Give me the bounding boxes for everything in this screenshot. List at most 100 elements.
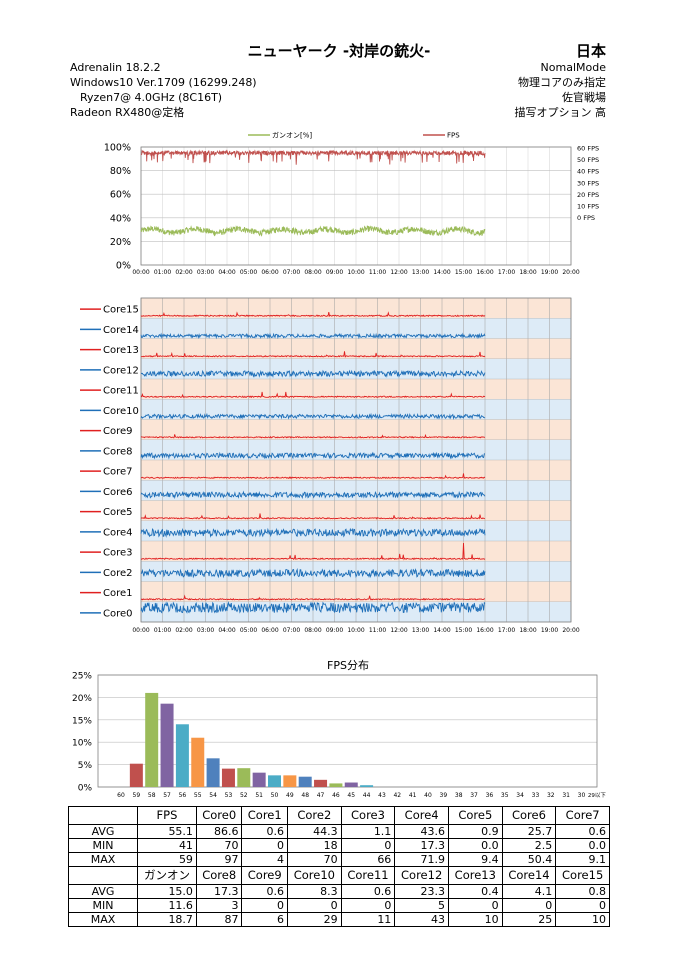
core-legend-label: Core15 [103, 305, 139, 316]
core-line-core14 [140, 332, 486, 340]
x-tick-label: 01:00 [154, 269, 171, 276]
y2-tick-label: 30 FPS [577, 179, 599, 187]
stats-value-cell: 55.1 [137, 824, 197, 839]
stats-value-cell: 23.3 [394, 884, 449, 899]
stats-value-cell: 4 [241, 852, 288, 867]
core-line-core12 [140, 369, 486, 378]
x-tick-label: 20:00 [562, 269, 579, 276]
render-option: 描写オプション 高 [514, 106, 607, 119]
y-tick-label: 60% [110, 190, 131, 201]
x-tick-label: 09:00 [326, 627, 343, 634]
x-tick-label: 12:00 [390, 627, 407, 634]
country-label: 日本 [575, 42, 606, 60]
mode-label: NomalMode [540, 61, 606, 74]
system-info: Adrenalin 18.2.2 Windows10 Ver.1709 (162… [70, 60, 257, 120]
stats-header-cell: Core0 [195, 806, 243, 825]
series-fps-line [140, 149, 486, 165]
fps-bar-55 [191, 737, 205, 787]
stats-value-cell: 0.0 [447, 838, 503, 853]
stats-value-cell: 41 [137, 838, 197, 853]
x-tick-label: 45 [347, 792, 355, 799]
y-tick-label: 0% [116, 261, 131, 272]
x-tick-label: 10:00 [347, 269, 364, 276]
x-tick-label: 04:00 [218, 627, 235, 634]
x-tick-label: 39 [440, 792, 448, 799]
x-tick-label: 00:00 [132, 269, 149, 276]
core-legend-label: Core7 [103, 467, 133, 478]
fps-bar-51 [252, 772, 266, 787]
core-legend-label: Core8 [103, 446, 133, 457]
core-line-core13 [140, 351, 486, 358]
x-tick-label: 10:00 [347, 627, 364, 634]
game-settings: NomalMode 物理コアのみ指定 佐官戦場 描写オプション 高 [515, 60, 607, 120]
x-tick-label: 04:00 [218, 269, 235, 276]
stats-header-cell: Core3 [340, 806, 396, 825]
stats-row-label: MAX [68, 852, 138, 867]
fps-bar-50 [268, 775, 281, 787]
x-tick-label: 34 [516, 792, 524, 799]
stats-value-cell: 18 [287, 838, 342, 853]
x-tick-label: 07:00 [283, 269, 300, 276]
x-tick-label: 47 [317, 792, 325, 799]
y-tick-label: 80% [110, 166, 131, 177]
stats-row: MAX 59 97 4 70 66 71.9 9.4 50.4 9.1 [68, 852, 610, 867]
stats-value-cell: 0.6 [241, 824, 288, 839]
core-line-core0 [140, 600, 486, 614]
x-tick-label: 08:00 [304, 269, 321, 276]
x-tick-label: 42 [393, 792, 401, 799]
stats-value-cell: 66 [340, 852, 396, 867]
stats-value-cell: 0.8 [555, 884, 610, 899]
stats-value-cell: 4.1 [501, 884, 557, 899]
stats-row: AVG 15.0 17.3 0.6 8.3 0.6 23.3 0.4 4.1 0.8 [68, 884, 610, 899]
stats-row: AVG 55.1 86.6 0.6 44.3 1.1 43.6 0.9 25.7 0.6 [68, 824, 610, 839]
y-tick-label: 40% [110, 213, 131, 224]
x-tick-label: 15:00 [455, 269, 472, 276]
core-legend-label: Core3 [103, 548, 133, 559]
core-line-core4 [140, 527, 486, 538]
y-tick-label: 15% [72, 716, 92, 726]
x-tick-label: 08:00 [304, 627, 321, 634]
stats-value-cell: 0.0 [555, 838, 610, 853]
fps-bar-49 [283, 775, 297, 787]
y-tick-label: 10% [72, 739, 92, 749]
x-tick-label: 37 [470, 792, 478, 799]
core-line-core7 [140, 473, 486, 480]
x-tick-label: 52 [240, 792, 248, 799]
stats-table: FPS Core0 Core1 Core2 Core3 Core4 Core5 Core6 Co… [68, 806, 610, 927]
core-line-core2 [140, 567, 486, 579]
x-tick-label: 14:00 [433, 627, 450, 634]
x-tick-label: 01:00 [154, 627, 171, 634]
core-line-core1 [140, 594, 485, 601]
x-tick-label: 51 [255, 792, 263, 799]
x-tick-label: 13:00 [412, 269, 429, 276]
stats-value-cell: 9.1 [555, 852, 610, 867]
chart3-title: FPS分布 [327, 659, 369, 672]
fps-bar-57 [160, 703, 174, 787]
core-line-core5 [140, 513, 486, 520]
series-gpu-line [140, 225, 486, 237]
stats-header-cell: Core4 [394, 806, 449, 825]
x-tick-label: 33 [532, 792, 540, 799]
x-tick-label: 05:00 [240, 627, 257, 634]
y2-tick-label: 20 FPS [577, 191, 599, 199]
stats-value-cell: 70 [287, 852, 342, 867]
stats-corner-cell [68, 866, 138, 885]
x-tick-label: 31 [562, 792, 570, 799]
x-tick-label: 11:00 [369, 627, 386, 634]
core-line-core8 [140, 451, 485, 460]
stats-header-cell: Core1 [241, 806, 288, 825]
x-tick-label: 54 [209, 792, 217, 799]
stats-value-cell: 44.3 [287, 824, 342, 839]
stats-header-cell: Core13 [447, 866, 503, 885]
core-legend-label: Core9 [103, 426, 133, 437]
chart2-frame [140, 297, 572, 623]
stats-value-cell: 0.6 [555, 824, 610, 839]
fps-bar-52 [237, 768, 251, 787]
stats-row-label: MIN [68, 898, 138, 913]
fps-bar-53 [221, 768, 235, 787]
stats-row-label: AVG [68, 824, 138, 839]
stats-value-cell: 50.4 [501, 852, 557, 867]
legend-label-fps: FPS [447, 132, 460, 140]
core-legend-label: Core6 [103, 487, 133, 498]
stats-value-cell: 0 [555, 898, 610, 913]
